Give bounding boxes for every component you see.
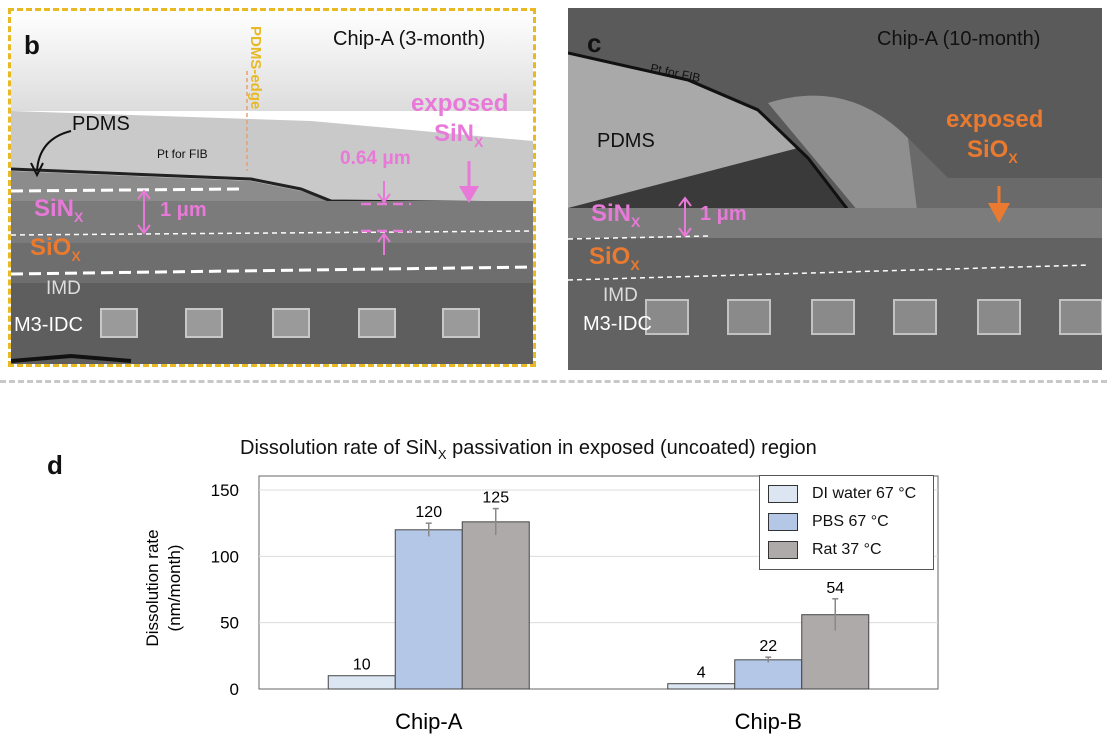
sem-cross-section-b — [11, 11, 533, 364]
imd-label-b: IMD — [46, 278, 81, 299]
legend-item-rat: Rat 37 °C — [768, 536, 925, 564]
y-tick-label: 100 — [211, 547, 239, 566]
sin-label-c: SiNX — [591, 200, 641, 230]
y-axis-label-line1: Dissolution rate — [143, 529, 162, 646]
panel-letter-b: b — [24, 30, 40, 60]
legend-label-di-water: DI water 67 °C — [812, 485, 917, 502]
sio-label-b: SiOX — [30, 234, 81, 264]
sio-label-c: SiOX — [589, 243, 640, 273]
sin-label-b: SiNX — [34, 195, 84, 225]
exposed-label-b: exposed — [411, 90, 509, 117]
legend-item-di-water: DI water 67 °C — [768, 480, 925, 508]
data-label: 120 — [415, 504, 442, 521]
sem-image-panel-c — [568, 8, 1102, 370]
y-tick-label: 150 — [211, 481, 239, 500]
data-label: 125 — [482, 490, 509, 507]
thickness-1um-label-b: 1 μm — [160, 199, 207, 221]
sem-image-panel-b — [8, 8, 536, 367]
imd-label-c: IMD — [603, 285, 638, 306]
bar — [327, 675, 396, 690]
pt-fib-label-b: Pt for FIB — [157, 147, 208, 161]
data-label: 54 — [826, 580, 844, 597]
bar — [461, 521, 530, 690]
pdms-label-c: PDMS — [597, 130, 655, 152]
legend-item-pbs: PBS 67 °C — [768, 508, 925, 536]
pdms-edge-label: PDMS-edge — [247, 26, 264, 110]
exposed-sio-label-c: SiOX — [967, 136, 1018, 166]
bar — [394, 529, 463, 690]
x-tick-label: Chip-B — [735, 709, 802, 734]
legend-swatch-di-water — [768, 485, 798, 503]
y-tick-label: 50 — [220, 614, 239, 633]
panel-c-title: Chip-A (10-month) — [877, 28, 1041, 50]
y-tick-label: 0 — [230, 680, 239, 699]
m3-idc-label-c: M3-IDC — [583, 313, 652, 335]
legend-swatch-rat — [768, 541, 798, 559]
panel-letter-c: c — [587, 28, 602, 58]
data-label: 22 — [759, 638, 777, 655]
chart-legend: DI water 67 °C PBS 67 °C Rat 37 °C — [759, 475, 934, 570]
y-axis-label-line2: (nm/month) — [165, 545, 184, 632]
bar — [667, 683, 736, 690]
m3-idc-label-b: M3-IDC — [14, 314, 83, 336]
panel-divider — [0, 380, 1107, 383]
x-tick-label: Chip-A — [395, 709, 463, 734]
panel-letter-d: d — [47, 450, 63, 480]
pdms-label-b: PDMS — [72, 113, 130, 135]
data-label: 10 — [353, 657, 371, 674]
legend-label-pbs: PBS 67 °C — [812, 513, 889, 530]
bar — [734, 659, 803, 690]
exposed-sin-label-b: SiNX — [434, 120, 484, 150]
legend-label-rat: Rat 37 °C — [812, 541, 882, 558]
exposed-label-c: exposed — [946, 106, 1044, 133]
sem-cross-section-c — [568, 8, 1102, 370]
thickness-1um-label-c: 1 μm — [700, 203, 747, 225]
panel-b-title: Chip-A (3-month) — [333, 28, 486, 50]
chart-title: Dissolution rate of SiNX passivation in … — [240, 437, 817, 462]
legend-swatch-pbs — [768, 513, 798, 531]
data-label: 4 — [697, 665, 706, 682]
thickness-064-label: 0.64 μm — [340, 148, 411, 169]
plot-area-frame — [258, 475, 939, 690]
